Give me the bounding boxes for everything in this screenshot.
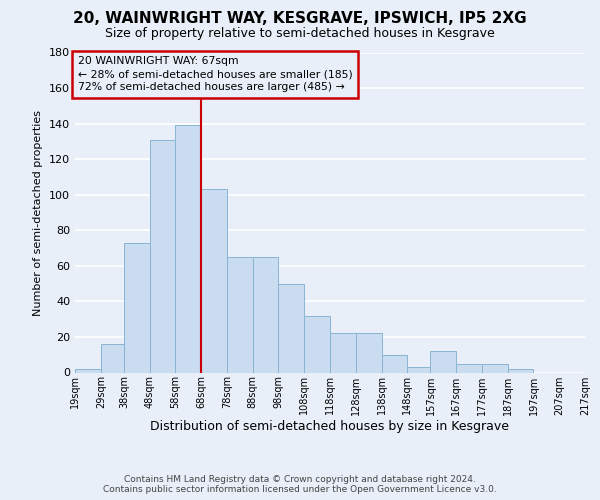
Bar	[382, 354, 407, 372]
Bar	[456, 364, 482, 372]
Text: Size of property relative to semi-detached houses in Kesgrave: Size of property relative to semi-detach…	[105, 28, 495, 40]
X-axis label: Distribution of semi-detached houses by size in Kesgrave: Distribution of semi-detached houses by …	[151, 420, 509, 433]
Bar	[482, 364, 508, 372]
Bar	[278, 284, 304, 372]
Bar	[124, 242, 149, 372]
Bar	[356, 334, 382, 372]
Text: 20 WAINWRIGHT WAY: 67sqm
← 28% of semi-detached houses are smaller (185)
72% of : 20 WAINWRIGHT WAY: 67sqm ← 28% of semi-d…	[77, 56, 352, 92]
Bar	[227, 257, 253, 372]
Bar	[407, 367, 430, 372]
Text: 20, WAINWRIGHT WAY, KESGRAVE, IPSWICH, IP5 2XG: 20, WAINWRIGHT WAY, KESGRAVE, IPSWICH, I…	[73, 11, 527, 26]
Bar	[430, 351, 456, 372]
Bar	[201, 190, 227, 372]
Bar	[149, 140, 175, 372]
Bar	[101, 344, 124, 372]
Bar	[330, 334, 356, 372]
Bar	[75, 369, 101, 372]
Bar	[585, 369, 600, 372]
Y-axis label: Number of semi-detached properties: Number of semi-detached properties	[34, 110, 43, 316]
Bar	[508, 369, 533, 372]
Text: Contains HM Land Registry data © Crown copyright and database right 2024.
Contai: Contains HM Land Registry data © Crown c…	[103, 474, 497, 494]
Bar	[175, 126, 201, 372]
Bar	[253, 257, 278, 372]
Bar	[304, 316, 330, 372]
